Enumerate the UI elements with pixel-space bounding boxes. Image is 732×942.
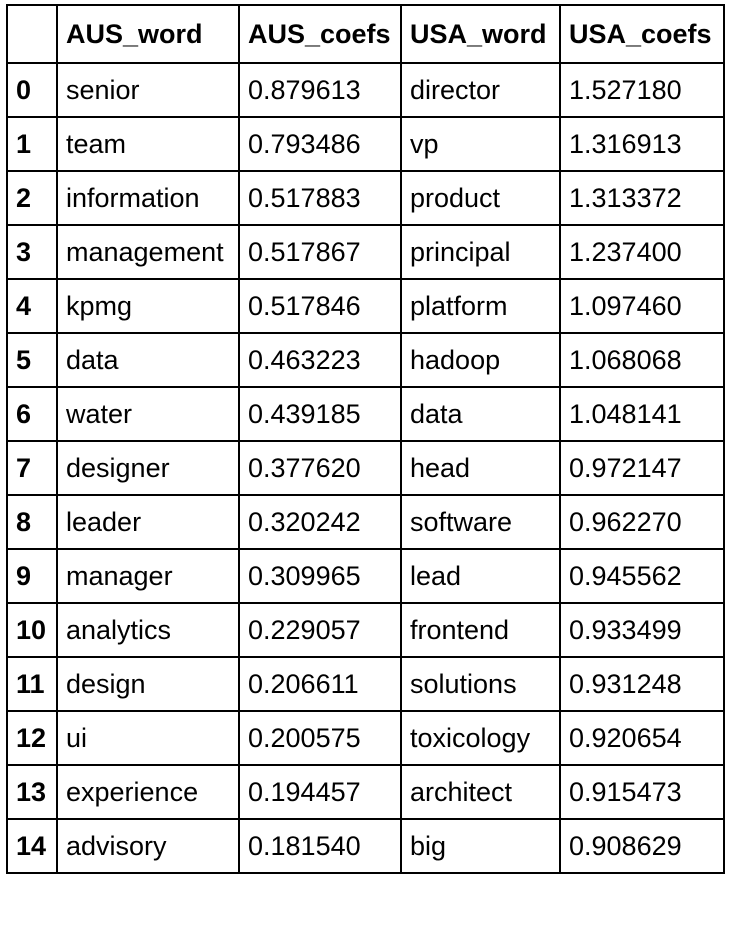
row-index: 2 xyxy=(6,170,58,226)
header-aus-coefs: AUS_coefs xyxy=(238,4,402,64)
row-index: 3 xyxy=(6,224,58,280)
cell-usa-word: lead xyxy=(400,548,561,604)
row-index: 8 xyxy=(6,494,58,550)
cell-usa-word: big xyxy=(400,818,561,874)
cell-aus-coefs: 0.181540 xyxy=(238,818,402,874)
cell-aus-coefs: 0.879613 xyxy=(238,62,402,118)
cell-usa-coefs: 0.933499 xyxy=(559,602,725,658)
cell-aus-word: information xyxy=(56,170,240,226)
cell-usa-coefs: 1.313372 xyxy=(559,170,725,226)
cell-usa-word: hadoop xyxy=(400,332,561,388)
cell-aus-coefs: 0.517846 xyxy=(238,278,402,334)
cell-aus-coefs: 0.439185 xyxy=(238,386,402,442)
cell-usa-word: product xyxy=(400,170,561,226)
cell-usa-word: architect xyxy=(400,764,561,820)
table-row: 13 experience 0.194457 architect 0.91547… xyxy=(6,764,725,820)
dataframe-table: AUS_word AUS_coefs USA_word USA_coefs 0 … xyxy=(6,4,725,874)
row-index: 9 xyxy=(6,548,58,604)
header-usa-coefs: USA_coefs xyxy=(559,4,725,64)
row-index: 14 xyxy=(6,818,58,874)
row-index: 0 xyxy=(6,62,58,118)
cell-usa-coefs: 1.316913 xyxy=(559,116,725,172)
cell-usa-coefs: 1.237400 xyxy=(559,224,725,280)
cell-aus-word: management xyxy=(56,224,240,280)
cell-aus-coefs: 0.194457 xyxy=(238,764,402,820)
cell-aus-word: team xyxy=(56,116,240,172)
cell-aus-word: experience xyxy=(56,764,240,820)
header-index xyxy=(6,4,58,64)
cell-usa-word: platform xyxy=(400,278,561,334)
row-index: 13 xyxy=(6,764,58,820)
cell-aus-word: designer xyxy=(56,440,240,496)
cell-aus-coefs: 0.377620 xyxy=(238,440,402,496)
table-row: 1 team 0.793486 vp 1.316913 xyxy=(6,116,725,172)
cell-aus-word: senior xyxy=(56,62,240,118)
cell-usa-coefs: 0.908629 xyxy=(559,818,725,874)
cell-usa-word: software xyxy=(400,494,561,550)
cell-usa-coefs: 0.920654 xyxy=(559,710,725,766)
table-row: 6 water 0.439185 data 1.048141 xyxy=(6,386,725,442)
table-row: 2 information 0.517883 product 1.313372 xyxy=(6,170,725,226)
table-row: 3 management 0.517867 principal 1.237400 xyxy=(6,224,725,280)
cell-usa-coefs: 0.915473 xyxy=(559,764,725,820)
cell-usa-word: frontend xyxy=(400,602,561,658)
cell-usa-word: toxicology xyxy=(400,710,561,766)
cell-aus-coefs: 0.517867 xyxy=(238,224,402,280)
header-usa-word: USA_word xyxy=(400,4,561,64)
row-index: 6 xyxy=(6,386,58,442)
cell-aus-word: water xyxy=(56,386,240,442)
row-index: 5 xyxy=(6,332,58,388)
cell-usa-word: data xyxy=(400,386,561,442)
row-index: 11 xyxy=(6,656,58,712)
cell-usa-coefs: 0.972147 xyxy=(559,440,725,496)
cell-aus-coefs: 0.309965 xyxy=(238,548,402,604)
table-row: 4 kpmg 0.517846 platform 1.097460 xyxy=(6,278,725,334)
row-index: 10 xyxy=(6,602,58,658)
cell-aus-coefs: 0.517883 xyxy=(238,170,402,226)
cell-aus-word: design xyxy=(56,656,240,712)
table-header: AUS_word AUS_coefs USA_word USA_coefs xyxy=(6,4,725,64)
table-row: 14 advisory 0.181540 big 0.908629 xyxy=(6,818,725,874)
cell-aus-word: ui xyxy=(56,710,240,766)
table-row: 0 senior 0.879613 director 1.527180 xyxy=(6,62,725,118)
table-body: 0 senior 0.879613 director 1.527180 1 te… xyxy=(6,62,725,874)
cell-aus-word: data xyxy=(56,332,240,388)
cell-aus-word: advisory xyxy=(56,818,240,874)
cell-usa-coefs: 1.048141 xyxy=(559,386,725,442)
cell-usa-coefs: 1.097460 xyxy=(559,278,725,334)
cell-usa-word: solutions xyxy=(400,656,561,712)
cell-aus-coefs: 0.206611 xyxy=(238,656,402,712)
table-row: 5 data 0.463223 hadoop 1.068068 xyxy=(6,332,725,388)
cell-usa-coefs: 0.945562 xyxy=(559,548,725,604)
table-row: 10 analytics 0.229057 frontend 0.933499 xyxy=(6,602,725,658)
cell-usa-word: head xyxy=(400,440,561,496)
cell-aus-coefs: 0.200575 xyxy=(238,710,402,766)
cell-aus-word: kpmg xyxy=(56,278,240,334)
table-row: 12 ui 0.200575 toxicology 0.920654 xyxy=(6,710,725,766)
row-index: 4 xyxy=(6,278,58,334)
cell-aus-word: leader xyxy=(56,494,240,550)
row-index: 7 xyxy=(6,440,58,496)
cell-aus-word: analytics xyxy=(56,602,240,658)
cell-usa-coefs: 0.962270 xyxy=(559,494,725,550)
header-row: AUS_word AUS_coefs USA_word USA_coefs xyxy=(6,4,725,64)
cell-usa-word: director xyxy=(400,62,561,118)
table-row: 9 manager 0.309965 lead 0.945562 xyxy=(6,548,725,604)
table-row: 8 leader 0.320242 software 0.962270 xyxy=(6,494,725,550)
table-row: 11 design 0.206611 solutions 0.931248 xyxy=(6,656,725,712)
cell-usa-coefs: 1.527180 xyxy=(559,62,725,118)
cell-aus-coefs: 0.229057 xyxy=(238,602,402,658)
row-index: 12 xyxy=(6,710,58,766)
cell-aus-word: manager xyxy=(56,548,240,604)
cell-usa-coefs: 0.931248 xyxy=(559,656,725,712)
cell-usa-word: vp xyxy=(400,116,561,172)
cell-aus-coefs: 0.320242 xyxy=(238,494,402,550)
cell-aus-coefs: 0.463223 xyxy=(238,332,402,388)
cell-aus-coefs: 0.793486 xyxy=(238,116,402,172)
cell-usa-word: principal xyxy=(400,224,561,280)
table-row: 7 designer 0.377620 head 0.972147 xyxy=(6,440,725,496)
row-index: 1 xyxy=(6,116,58,172)
cell-usa-coefs: 1.068068 xyxy=(559,332,725,388)
header-aus-word: AUS_word xyxy=(56,4,240,64)
